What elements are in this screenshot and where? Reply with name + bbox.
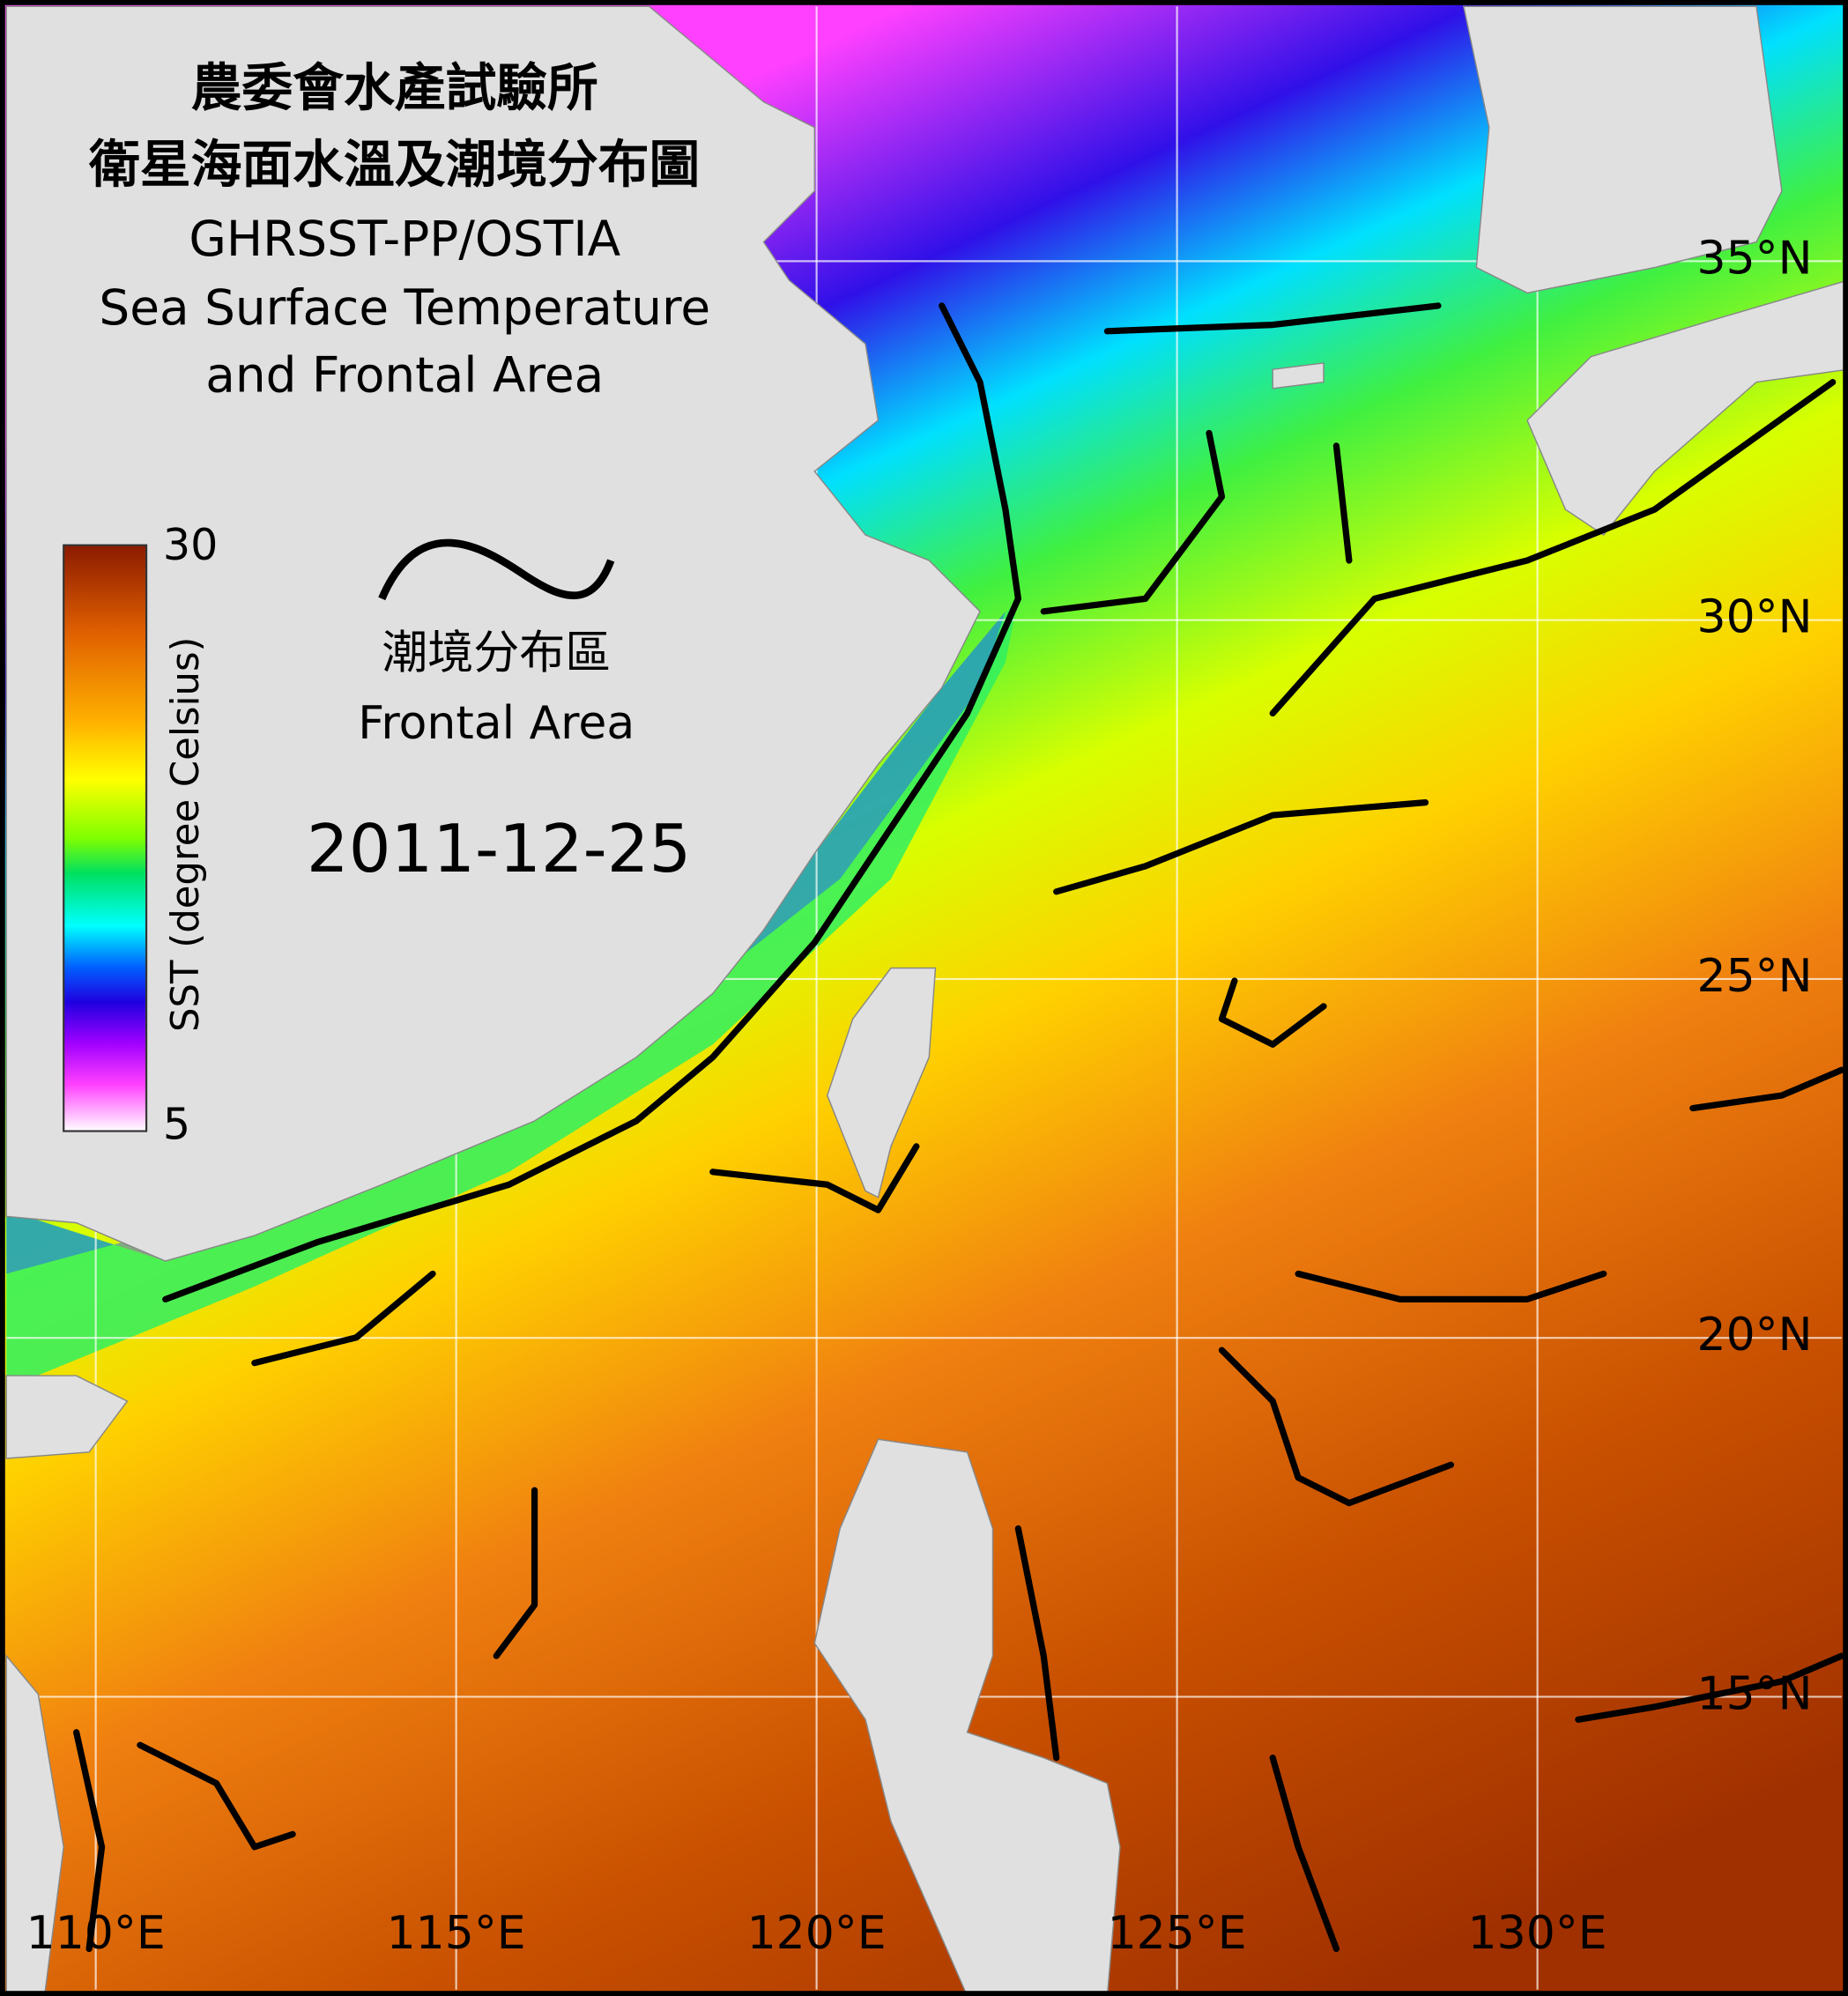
colorbar-tick-label: 5 <box>163 1099 190 1150</box>
title-zh: 農委會水產試驗所 <box>191 58 598 118</box>
source: GHRSST-PP/OSTIA <box>189 211 620 267</box>
land <box>5 5 1848 1996</box>
front <box>1269 379 1837 717</box>
date: 2011-12-25 <box>307 810 691 887</box>
front <box>73 1729 106 1953</box>
land-japan <box>1526 279 1848 537</box>
lon-label: 115°E <box>387 1907 526 1960</box>
fronts <box>73 302 1845 1953</box>
land-korea <box>1462 5 1783 294</box>
front <box>1689 1066 1845 1112</box>
lat-label: 25°N <box>1697 950 1813 1003</box>
lon-label: 130°E <box>1468 1907 1607 1960</box>
front <box>162 302 1021 1302</box>
front <box>1014 1525 1060 1762</box>
lon-label: 110°E <box>26 1907 166 1960</box>
front <box>1103 302 1442 335</box>
title-en: Sea Surface Temperature <box>99 279 710 336</box>
labels: 農委會水產試驗所 衛星海面水溫及潮境分布圖 GHRSST-PP/OSTIA Se… <box>26 58 1813 1960</box>
coastal-band <box>6 598 1019 1389</box>
front <box>1040 429 1226 615</box>
lat-label: 15°N <box>1697 1667 1813 1720</box>
front <box>137 1741 296 1851</box>
front <box>1575 1652 1845 1723</box>
front <box>1053 799 1429 895</box>
front <box>1218 1347 1455 1507</box>
land-vietnam <box>5 1654 64 1996</box>
legend-en: Frontal Area <box>358 697 635 750</box>
lat-label: 30°N <box>1697 591 1813 644</box>
front <box>1218 977 1327 1048</box>
subtitle-zh: 衛星海面水溫及潮境分布圖 <box>88 134 700 194</box>
legend-zh: 潮境分布區 <box>382 627 611 679</box>
front <box>1332 442 1353 564</box>
land-taiwan <box>826 967 937 1198</box>
front <box>493 1487 538 1659</box>
front <box>709 1143 920 1213</box>
colorbar-tick-label: 30 <box>163 519 218 570</box>
lon-label: 125°E <box>1108 1907 1247 1960</box>
lon-label: 120°E <box>747 1907 887 1960</box>
lat-label: 35°N <box>1697 232 1813 285</box>
front <box>1269 1755 1340 1953</box>
colorbar <box>63 544 148 1132</box>
legend-line <box>378 538 615 601</box>
title-en: and Frontal Area <box>205 346 604 403</box>
land-china <box>5 5 981 1262</box>
colorbar-label: SST (degree Celsius) <box>164 637 208 1032</box>
land-island <box>1272 362 1325 390</box>
land-hainan <box>5 1375 129 1459</box>
front <box>251 1270 436 1367</box>
lat-label: 20°N <box>1697 1309 1813 1362</box>
land-luzon <box>813 1438 1121 1996</box>
front <box>1295 1270 1607 1302</box>
